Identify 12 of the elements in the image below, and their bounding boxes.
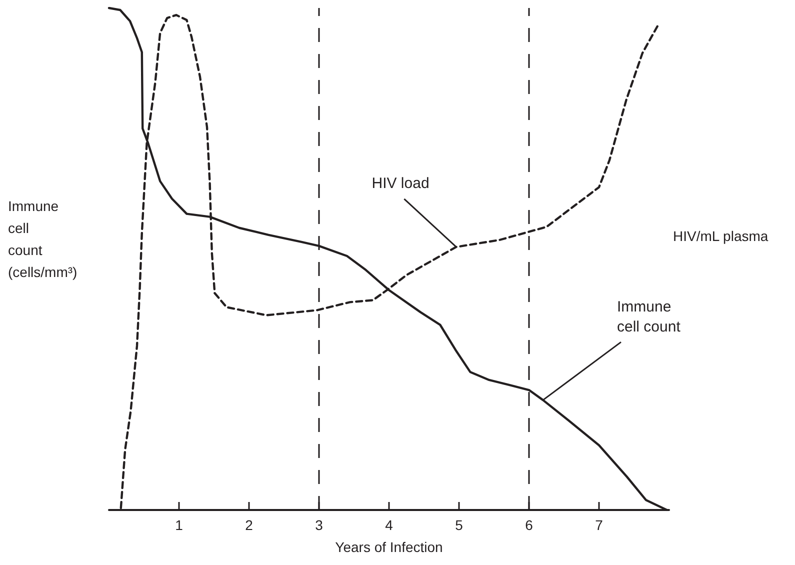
x-tick-label: 1 [175,517,184,533]
annotation: Immune cell count [617,298,682,336]
annotation: HIV load [372,175,430,192]
x-tick-label: 2 [245,517,254,533]
x-axis-title: Years of Infection [335,539,443,555]
x-tick-label: 6 [525,517,534,533]
y2-axis-title: HIV/mL plasma [673,228,768,244]
x-tick-label: 5 [455,517,464,533]
x-tick-label: 3 [315,517,324,533]
y-axis-title: Immune cell count (cells/mm³) [8,198,78,280]
x-tick-label: 7 [595,517,604,533]
x-tick-label: 4 [385,517,394,533]
